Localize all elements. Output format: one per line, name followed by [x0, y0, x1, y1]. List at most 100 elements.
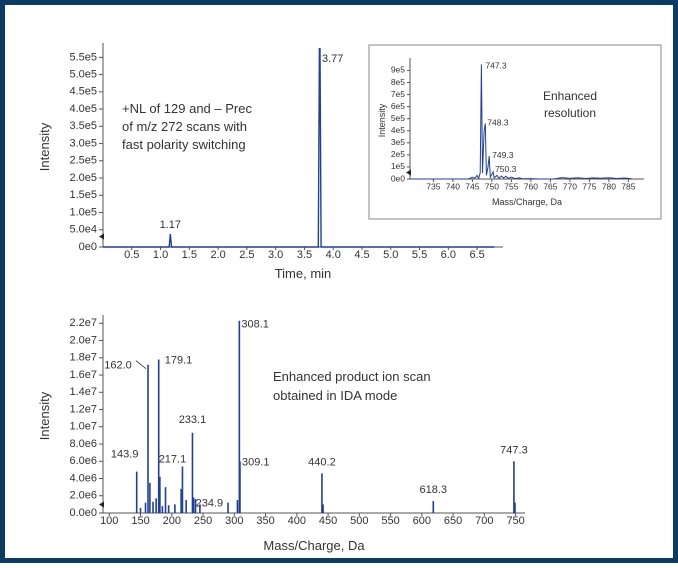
- epi-spectrum-y-tick-label: 2.2e7: [69, 317, 97, 329]
- figure-canvas: 0e0 5.0e4 1.0e5 1.5e5 2.0e5 2.5e5 3.0e5 3.5e5 4.…: [37, 43, 662, 553]
- epi-spectrum-x-tick-label: 450: [319, 515, 337, 527]
- chromatogram-y-tick-label: 3.0e5: [69, 137, 97, 149]
- chromatogram-annotation-line: +NL of 129 and – Prec: [122, 101, 252, 116]
- inset-er-x-tick-label: 745: [465, 181, 479, 191]
- chromatogram-x-tick-label: 4.0: [326, 249, 341, 261]
- epi-spectrum-x-tick-label: 750: [506, 515, 524, 527]
- epi-spectrum-chart: 0.0e0 2.0e6 4.0e6 6.0e6 8.0e6 1.0e7 1.2e7 1.4e7…: [37, 315, 528, 553]
- epi-spectrum-peak-label: 308.1: [241, 319, 269, 331]
- chromatogram-origin-marker: [99, 233, 104, 240]
- chromatogram-x-tick-label: 1.5: [182, 249, 197, 261]
- epi-spectrum-x-tick-label: 600: [413, 515, 431, 527]
- chromatogram-chart: 0e0 5.0e4 1.0e5 1.5e5 2.0e5 2.5e5 3.0e5 3.5e5 4.…: [37, 43, 503, 281]
- chromatogram-x-tick-label: 6.0: [441, 249, 456, 261]
- epi-spectrum-peak-label: 618.3: [420, 484, 448, 496]
- chromatogram-y-tick-label: 2.5e5: [69, 155, 97, 167]
- inset-er-x-tick-label: 740: [446, 181, 460, 191]
- inset-er-x-axis-label: Mass/Charge, Da: [492, 197, 562, 207]
- epi-spectrum-y-tick-label: 1.2e7: [69, 403, 97, 415]
- inset-er-y-tick-label: 0e0: [391, 173, 405, 183]
- inset-er-x-tick-label: 775: [582, 181, 596, 191]
- inset-er-trace: [410, 64, 633, 180]
- inset-er-origin-marker: [406, 169, 411, 176]
- epi-spectrum-x-tick-label: 100: [100, 515, 118, 527]
- inset-er-annotation-line: resolution: [544, 106, 596, 120]
- inset-er-x-tick-label: 780: [602, 181, 616, 191]
- chromatogram-peak-label: 1.17: [160, 219, 181, 231]
- epi-spectrum-peak-label: 217.1: [159, 453, 187, 465]
- chromatogram-x-tick-label: 4.5: [354, 249, 369, 261]
- inset-er-y-tick-label: 4e5: [391, 125, 405, 135]
- inset-er-x-tick-label: 750: [485, 181, 499, 191]
- inset-er-chart: 0e0 1e5 2e5 3e5 4e5 5e5 6e5 7e5 8e5 9e5 735 740 745 7…: [368, 44, 662, 220]
- epi-spectrum-x-tick-label: 550: [381, 515, 399, 527]
- chromatogram-y-tick-label: 5.5e5: [69, 51, 97, 63]
- epi-spectrum-annotation-line: Enhanced product ion scan: [273, 369, 431, 384]
- chromatogram-x-tick-label: 6.5: [469, 249, 484, 261]
- chromatogram-x-tick-label: 5.0: [383, 249, 398, 261]
- inset-er-peak-label: 747.3: [485, 60, 507, 70]
- chromatogram-y-tick-label: 5.0e5: [69, 68, 97, 80]
- epi-spectrum-y-tick-label: 2.0e6: [69, 490, 97, 502]
- inset-er-y-tick-label: 5e5: [391, 113, 405, 123]
- epi-spectrum-origin-marker: [99, 501, 104, 508]
- chromatogram-annotation-line: fast polarity switching: [122, 137, 246, 152]
- epi-spectrum-x-tick-label: 700: [475, 515, 493, 527]
- chromatogram-x-tick-label: 0.5: [124, 249, 139, 261]
- epi-spectrum-x-tick-label: 250: [194, 515, 212, 527]
- epi-spectrum-y-tick-label: 1.6e7: [69, 369, 97, 381]
- inset-er-annotation-line: Enhanced: [543, 89, 597, 103]
- epi-spectrum-x-tick-label: 300: [225, 515, 243, 527]
- epi-spectrum-y-tick-label: 8.0e6: [69, 438, 97, 450]
- epi-spectrum-leader-line: [135, 360, 147, 370]
- epi-spectrum-peak-label: 162.0: [104, 360, 132, 372]
- epi-spectrum-peak-label: 143.9: [111, 449, 139, 461]
- inset-er-x-tick-label: 785: [621, 181, 635, 191]
- chromatogram-x-tick-label: 3.0: [268, 249, 283, 261]
- chromatogram-y-tick-label: 0e0: [79, 241, 97, 253]
- epi-spectrum-x-tick-label: 500: [350, 515, 368, 527]
- chromatogram-y-tick-label: 5.0e4: [69, 224, 97, 236]
- chromatogram-x-axis-label: Time, min: [275, 266, 332, 281]
- epi-spectrum-y-tick-label: 1.0e7: [69, 421, 97, 433]
- epi-spectrum-peak-label: 233.1: [179, 414, 207, 426]
- epi-spectrum-x-tick-label: 400: [288, 515, 306, 527]
- epi-spectrum-x-tick-label: 350: [256, 515, 274, 527]
- chromatogram-y-axis-label: Intensity: [37, 122, 52, 171]
- inset-er-peak-label: 750.3: [495, 164, 517, 174]
- epi-spectrum-y-tick-label: 6.0e6: [69, 455, 97, 467]
- epi-spectrum-peak-label: 440.2: [308, 456, 336, 468]
- inset-er-x-tick-label: 760: [524, 181, 538, 191]
- inset-er-y-tick-label: 1e5: [391, 161, 405, 171]
- epi-spectrum-peak-label: 747.3: [500, 444, 528, 456]
- inset-er-inset-box: [368, 44, 662, 220]
- chromatogram-y-tick-label: 2.0e5: [69, 172, 97, 184]
- inset-er-x-tick-label: 765: [543, 181, 557, 191]
- inset-er-x-tick-label: 735: [426, 181, 440, 191]
- epi-spectrum-y-tick-label: 1.4e7: [69, 386, 97, 398]
- epi-spectrum-y-tick-label: 1.8e7: [69, 352, 97, 364]
- chromatogram-y-tick-label: 4.0e5: [69, 103, 97, 115]
- chromatogram-y-tick-label: 1.0e5: [69, 206, 97, 218]
- inset-er-peak-label: 748.3: [487, 118, 509, 128]
- chromatogram-x-tick-label: 1.0: [153, 249, 168, 261]
- chromatogram-y-tick-label: 1.5e5: [69, 189, 97, 201]
- inset-er-peak-label: 749.3: [492, 150, 514, 160]
- epi-spectrum-x-tick-label: 150: [131, 515, 149, 527]
- inset-er-y-tick-label: 2e5: [391, 149, 405, 159]
- inset-er-y-tick-label: 9e5: [391, 65, 405, 75]
- epi-spectrum-x-tick-label: 650: [444, 515, 462, 527]
- chromatogram-peak-label: 3.77: [322, 53, 343, 65]
- epi-spectrum-y-tick-label: 2.0e7: [69, 334, 97, 346]
- chromatogram-trace: [103, 48, 495, 248]
- epi-spectrum-x-axis-label: Mass/Charge, Da: [263, 538, 365, 553]
- epi-spectrum-y-axis-label: Intensity: [37, 391, 52, 440]
- epi-spectrum-y-tick-label: 4.0e6: [69, 472, 97, 484]
- inset-er-y-tick-label: 6e5: [391, 101, 405, 111]
- epi-spectrum-annotation-line: obtained in IDA mode: [273, 388, 397, 403]
- chromatogram-y-tick-label: 3.5e5: [69, 120, 97, 132]
- inset-er-y-tick-label: 8e5: [391, 77, 405, 87]
- inset-er-x-tick-label: 755: [504, 181, 518, 191]
- chromatogram-y-tick-label: 4.5e5: [69, 86, 97, 98]
- inset-er-y-axis-label: Intensity: [377, 103, 387, 137]
